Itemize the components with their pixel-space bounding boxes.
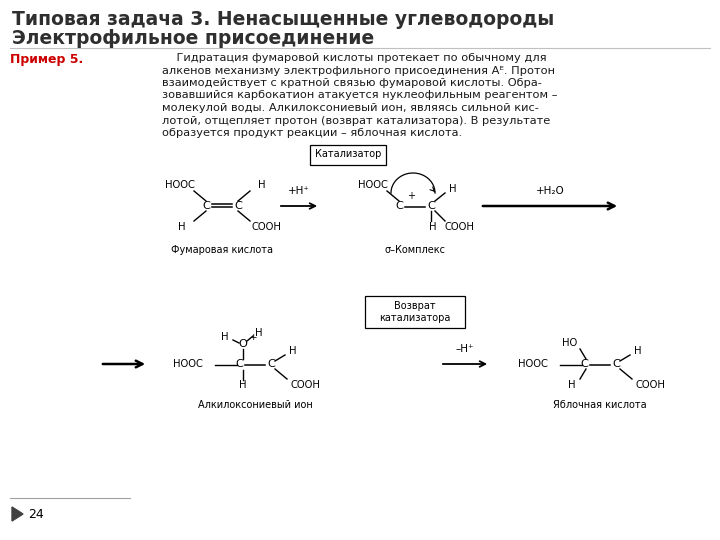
Text: COOH: COOH bbox=[290, 380, 320, 390]
Text: COOH: COOH bbox=[635, 380, 665, 390]
Text: –H⁺: –H⁺ bbox=[456, 344, 474, 354]
Text: +H⁺: +H⁺ bbox=[288, 186, 310, 196]
Text: молекулой воды. Алкилоксониевый ион, являясь сильной кис-: молекулой воды. Алкилоксониевый ион, явл… bbox=[162, 103, 539, 113]
Text: Типовая задача 3. Ненасыщенные углеводороды: Типовая задача 3. Ненасыщенные углеводор… bbox=[12, 10, 554, 29]
FancyBboxPatch shape bbox=[365, 296, 465, 328]
Text: Яблочная кислота: Яблочная кислота bbox=[553, 400, 647, 410]
Text: алкенов механизму электрофильного присоединения Aᴱ. Протон: алкенов механизму электрофильного присое… bbox=[162, 65, 555, 76]
Text: Возврат: Возврат bbox=[394, 301, 436, 311]
Text: C: C bbox=[612, 359, 620, 369]
Text: H: H bbox=[179, 222, 186, 232]
Text: C: C bbox=[202, 201, 210, 211]
Text: HOOC: HOOC bbox=[358, 180, 388, 190]
Text: Алкилоксониевый ион: Алкилоксониевый ион bbox=[197, 400, 312, 410]
Text: H: H bbox=[221, 332, 229, 342]
Text: HOOC: HOOC bbox=[518, 359, 548, 369]
Text: C: C bbox=[235, 359, 243, 369]
Text: +: + bbox=[407, 191, 415, 201]
Text: COOH: COOH bbox=[444, 222, 474, 232]
Text: Катализатор: Катализатор bbox=[315, 149, 381, 159]
Text: Пример 5.: Пример 5. bbox=[10, 53, 84, 66]
Text: H: H bbox=[449, 184, 456, 194]
Text: 24: 24 bbox=[28, 508, 44, 521]
Text: COOH: COOH bbox=[251, 222, 281, 232]
Text: катализатора: катализатора bbox=[379, 313, 451, 323]
Text: H: H bbox=[256, 328, 263, 338]
Text: образуется продукт реакции – яблочная кислота.: образуется продукт реакции – яблочная ки… bbox=[162, 128, 462, 138]
Text: лотой, отщепляет протон (возврат катализатора). В результате: лотой, отщепляет протон (возврат катализ… bbox=[162, 116, 550, 125]
Text: Гидратация фумаровой кислоты протекает по обычному для: Гидратация фумаровой кислоты протекает п… bbox=[162, 53, 546, 63]
Text: C: C bbox=[580, 359, 588, 369]
Text: H: H bbox=[289, 346, 297, 356]
Text: взаимодействует с кратной связью фумаровой кислоты. Обра-: взаимодействует с кратной связью фумаров… bbox=[162, 78, 542, 88]
Text: зовавшийся карбокатион атакуется нуклеофильным реагентом –: зовавшийся карбокатион атакуется нуклеоф… bbox=[162, 91, 557, 100]
Text: H: H bbox=[429, 222, 437, 232]
Text: +H₂O: +H₂O bbox=[536, 186, 564, 196]
Text: C: C bbox=[234, 201, 242, 211]
Text: H: H bbox=[634, 346, 642, 356]
FancyBboxPatch shape bbox=[310, 145, 386, 165]
Text: +: + bbox=[249, 334, 257, 342]
Text: HOOC: HOOC bbox=[165, 180, 195, 190]
Text: O: O bbox=[238, 339, 248, 349]
Text: σ–Комплекс: σ–Комплекс bbox=[384, 245, 446, 255]
Text: C: C bbox=[427, 201, 435, 211]
Text: C: C bbox=[267, 359, 275, 369]
Text: HOOC: HOOC bbox=[173, 359, 203, 369]
Text: Фумаровая кислота: Фумаровая кислота bbox=[171, 245, 273, 255]
Text: H: H bbox=[568, 380, 576, 390]
Polygon shape bbox=[12, 507, 23, 521]
Text: H: H bbox=[239, 380, 247, 390]
Text: H: H bbox=[258, 180, 266, 190]
Text: HO: HO bbox=[562, 338, 577, 348]
Text: C: C bbox=[395, 201, 403, 211]
Text: Электрофильное присоединение: Электрофильное присоединение bbox=[12, 29, 374, 48]
